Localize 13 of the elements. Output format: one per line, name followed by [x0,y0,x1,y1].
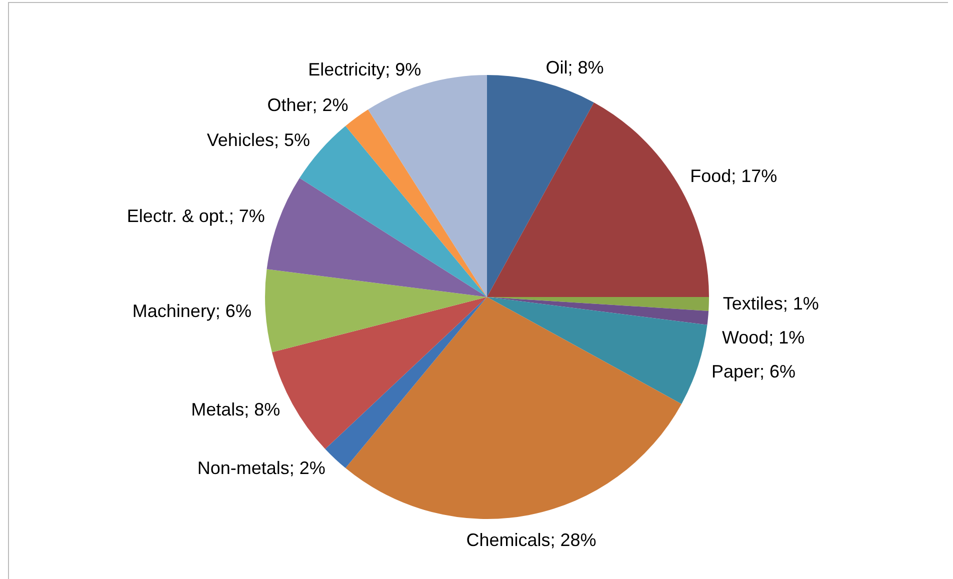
slice-label: Metals; 8% [191,400,280,420]
slice-label: Oil; 8% [546,57,604,78]
slice-label: Food; 17% [690,166,778,186]
slice-label: Electr. & opt.; 7% [126,206,265,226]
slice-label: Paper; 6% [711,361,796,382]
slice-label: Non-metals; 2% [197,458,326,478]
slice-label: Electricity; 9% [308,59,422,80]
slice-label: Wood; 1% [722,327,805,348]
slice-label: Other; 2% [267,95,348,116]
slice-label: Vehicles; 5% [206,130,310,150]
slice-label: Chemicals; 28% [466,530,596,550]
slice-label: Machinery; 6% [132,300,252,321]
slice-label: Textiles; 1% [722,293,819,314]
